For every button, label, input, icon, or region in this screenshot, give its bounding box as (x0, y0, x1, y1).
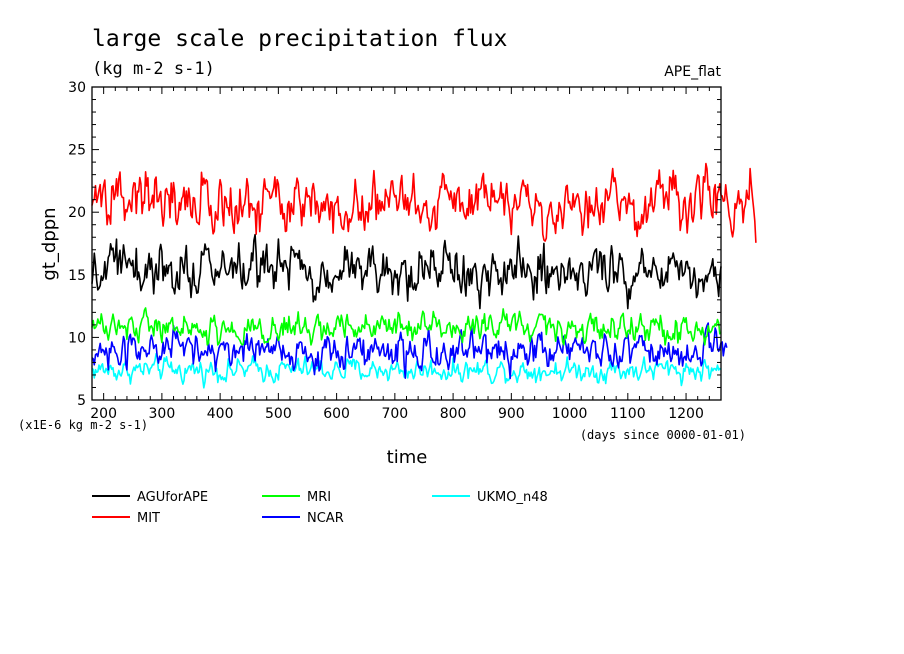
x-tick-label: 900 (498, 406, 525, 422)
x-tick-label: 700 (381, 406, 408, 422)
x-tick-label: 1100 (610, 406, 646, 422)
y-axis: 5 10 15 20 25 30 (68, 80, 721, 409)
x-tick-label: 400 (207, 406, 234, 422)
series-line-mit (91, 162, 757, 243)
x-units-note: (days since 0000-01-01) (580, 428, 746, 442)
series-line-mri (91, 307, 722, 346)
series-line-ukmo-n48 (91, 352, 722, 389)
chart-title: large scale precipitation flux (92, 26, 507, 52)
y-tick-label: 5 (77, 393, 86, 409)
units-label: (kg m-2 s-1) (92, 59, 215, 79)
legend-label-ukmo-n48: UKMO_n48 (477, 490, 548, 505)
y-tick-label: 20 (68, 205, 86, 221)
x-tick-label: 800 (440, 406, 467, 422)
legend-label-mit: MIT (137, 511, 160, 526)
x-tick-label: 600 (323, 406, 350, 422)
y-tick-label: 15 (68, 268, 86, 284)
y-scale-note: (x1E-6 kg m-2 s-1) (18, 418, 148, 432)
legend: AGUforAPE MIT MRI NCAR UKMO_n48 (92, 490, 548, 526)
y-tick-label: 25 (68, 143, 86, 159)
series-line-ncar (91, 322, 728, 380)
x-tick-label: 1000 (552, 406, 588, 422)
experiment-label: APE_flat (664, 64, 721, 80)
y-tick-label: 30 (68, 80, 86, 96)
legend-label-mri: MRI (307, 490, 331, 505)
series-layer (91, 162, 757, 389)
x-axis-label: time (387, 447, 428, 468)
legend-label-aguforape: AGUforAPE (137, 490, 208, 505)
y-tick-label: 10 (68, 330, 86, 346)
x-axis: 200 300 400 500 600 700 800 900 1000 1100 1200 (90, 87, 722, 422)
legend-label-ncar: NCAR (307, 511, 344, 526)
y-axis-label: gt_dppn (39, 207, 60, 280)
x-tick-label: 1200 (668, 406, 704, 422)
x-tick-label: 300 (149, 406, 176, 422)
x-tick-label: 200 (90, 406, 117, 422)
x-tick-label: 500 (265, 406, 292, 422)
series-line-aguforape (91, 233, 722, 310)
